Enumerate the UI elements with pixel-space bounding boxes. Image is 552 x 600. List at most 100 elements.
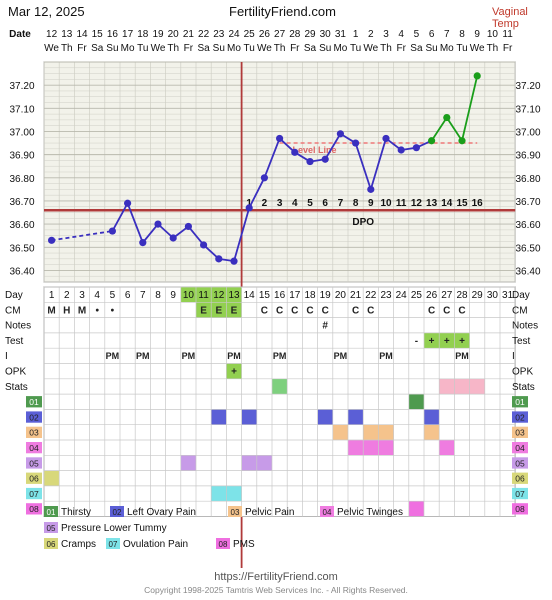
symptom-code-swatch-left xyxy=(26,503,42,515)
symptom-cell xyxy=(332,424,348,440)
temp-method-label: Vaginal Temp xyxy=(492,6,528,30)
symptom-cell xyxy=(44,470,60,486)
weekday-label: Sa xyxy=(197,43,210,54)
weekday-label: We xyxy=(44,43,59,54)
cm-entry: C xyxy=(443,305,450,316)
weekday-label: Sa xyxy=(91,43,104,54)
temp-point xyxy=(276,134,284,143)
symptom-code-swatch-right xyxy=(512,503,528,515)
symptom-code-left: 02 xyxy=(29,412,39,422)
row-label-left: OPK xyxy=(5,367,26,378)
chart-date: Mar 12, 2025 xyxy=(8,4,85,19)
date-label: 9 xyxy=(474,29,480,40)
temp-point xyxy=(367,185,375,193)
date-label: 18 xyxy=(137,29,149,40)
weekday-label: Th xyxy=(380,43,392,54)
stats-cell xyxy=(272,378,288,395)
date-label: 12 xyxy=(46,29,58,40)
cycle-day: 17 xyxy=(289,290,301,301)
fertile-cm-cell xyxy=(226,302,242,318)
row-label-left: Test xyxy=(5,336,24,347)
intercourse-entry: PM xyxy=(455,351,469,361)
dpo-label: 2 xyxy=(262,198,268,209)
cm-entry: M xyxy=(47,305,55,316)
temp-segment xyxy=(354,142,372,190)
date-row-label: Date xyxy=(9,29,31,40)
temp-point xyxy=(306,157,314,166)
dpo-label: 3 xyxy=(277,198,283,209)
dpo-label: 16 xyxy=(472,198,484,209)
legend-label: Thirsty xyxy=(61,507,91,518)
legend-code: 07 xyxy=(109,540,118,549)
weekday-label: Su xyxy=(213,43,225,54)
symptom-code-left: 08 xyxy=(29,504,39,514)
dpo-caption: DPO xyxy=(352,217,374,228)
temp-segment xyxy=(446,117,463,142)
cycle-day: 21 xyxy=(350,290,362,301)
legend-swatch xyxy=(216,538,230,549)
weekday-label: Mo xyxy=(121,43,135,54)
cm-entry: C xyxy=(428,305,435,316)
temp-point xyxy=(169,234,177,242)
legend-label: Pelvic Pain xyxy=(245,507,294,518)
cycle-day: 16 xyxy=(274,290,286,301)
weekday-label: Tu xyxy=(350,43,361,54)
cycle-day: 12 xyxy=(213,290,225,301)
cm-entry: • xyxy=(111,305,115,316)
legend-label: Pelvic Twinges xyxy=(337,507,403,518)
opk-entry: + xyxy=(231,367,237,378)
row-label-left: I xyxy=(5,351,8,362)
date-label: 1 xyxy=(353,29,359,40)
dpo-label: 15 xyxy=(456,198,468,209)
row-label-left: Stats xyxy=(5,382,28,393)
dpo-label: 14 xyxy=(441,198,453,209)
fertility-chart: Date 12 13 14 15 16 17 18 19 20 21 22 23 24 25 26 27 28 29… xyxy=(5,29,541,568)
weekday-label: Sa xyxy=(410,43,423,54)
temp-segment xyxy=(324,133,342,160)
symptom-cell xyxy=(363,424,379,440)
dpo-label: 9 xyxy=(368,198,374,209)
footer-url[interactable]: https://FertilityFriend.com xyxy=(214,571,338,583)
cycle-day: 25 xyxy=(411,290,423,301)
symptom-code-right: 06 xyxy=(515,474,525,484)
temp-segment xyxy=(51,230,113,242)
date-label: 7 xyxy=(444,29,450,40)
cm-entry: E xyxy=(231,305,238,316)
temp-point xyxy=(291,148,299,156)
symptom-cell xyxy=(317,409,333,425)
date-label: 26 xyxy=(259,29,271,40)
legend-code: 05 xyxy=(47,524,56,533)
dpo-label: 10 xyxy=(380,198,392,209)
date-label: 5 xyxy=(414,29,420,40)
fertile-day-cell xyxy=(211,287,227,303)
y-tick-left: 36.60 xyxy=(9,220,34,231)
temp-segment xyxy=(187,225,205,246)
date-label: 24 xyxy=(228,29,240,40)
y-tick-left: 36.50 xyxy=(9,243,34,254)
fertile-day-cell xyxy=(196,287,212,303)
cycle-day: 4 xyxy=(94,290,100,301)
y-tick-left: 36.40 xyxy=(9,266,34,277)
cycle-day: 30 xyxy=(487,290,499,301)
symptom-cell xyxy=(348,409,364,425)
fertile-cm-cell xyxy=(196,302,212,318)
row-label-left: Notes xyxy=(5,321,31,332)
temp-point xyxy=(260,174,268,182)
temp-point xyxy=(321,155,329,163)
cycle-day: 29 xyxy=(472,290,484,301)
temp-segment xyxy=(430,117,448,142)
positive-test-cell xyxy=(424,332,440,349)
symptom-code-left: 01 xyxy=(29,397,39,407)
legend-label: PMS xyxy=(233,539,255,550)
cm-entry: C xyxy=(261,305,268,316)
symptom-cell xyxy=(211,485,227,502)
cm-entry: • xyxy=(95,305,99,316)
date-label: 23 xyxy=(213,29,225,40)
symptom-code-right: 07 xyxy=(515,489,525,499)
temp-point xyxy=(124,199,132,207)
row-label-left: CM xyxy=(5,305,21,316)
row-label-left: Day xyxy=(5,290,23,301)
symptom-cell xyxy=(241,455,257,471)
y-tick-left: 37.00 xyxy=(9,127,34,138)
cycle-day: 2 xyxy=(64,290,70,301)
